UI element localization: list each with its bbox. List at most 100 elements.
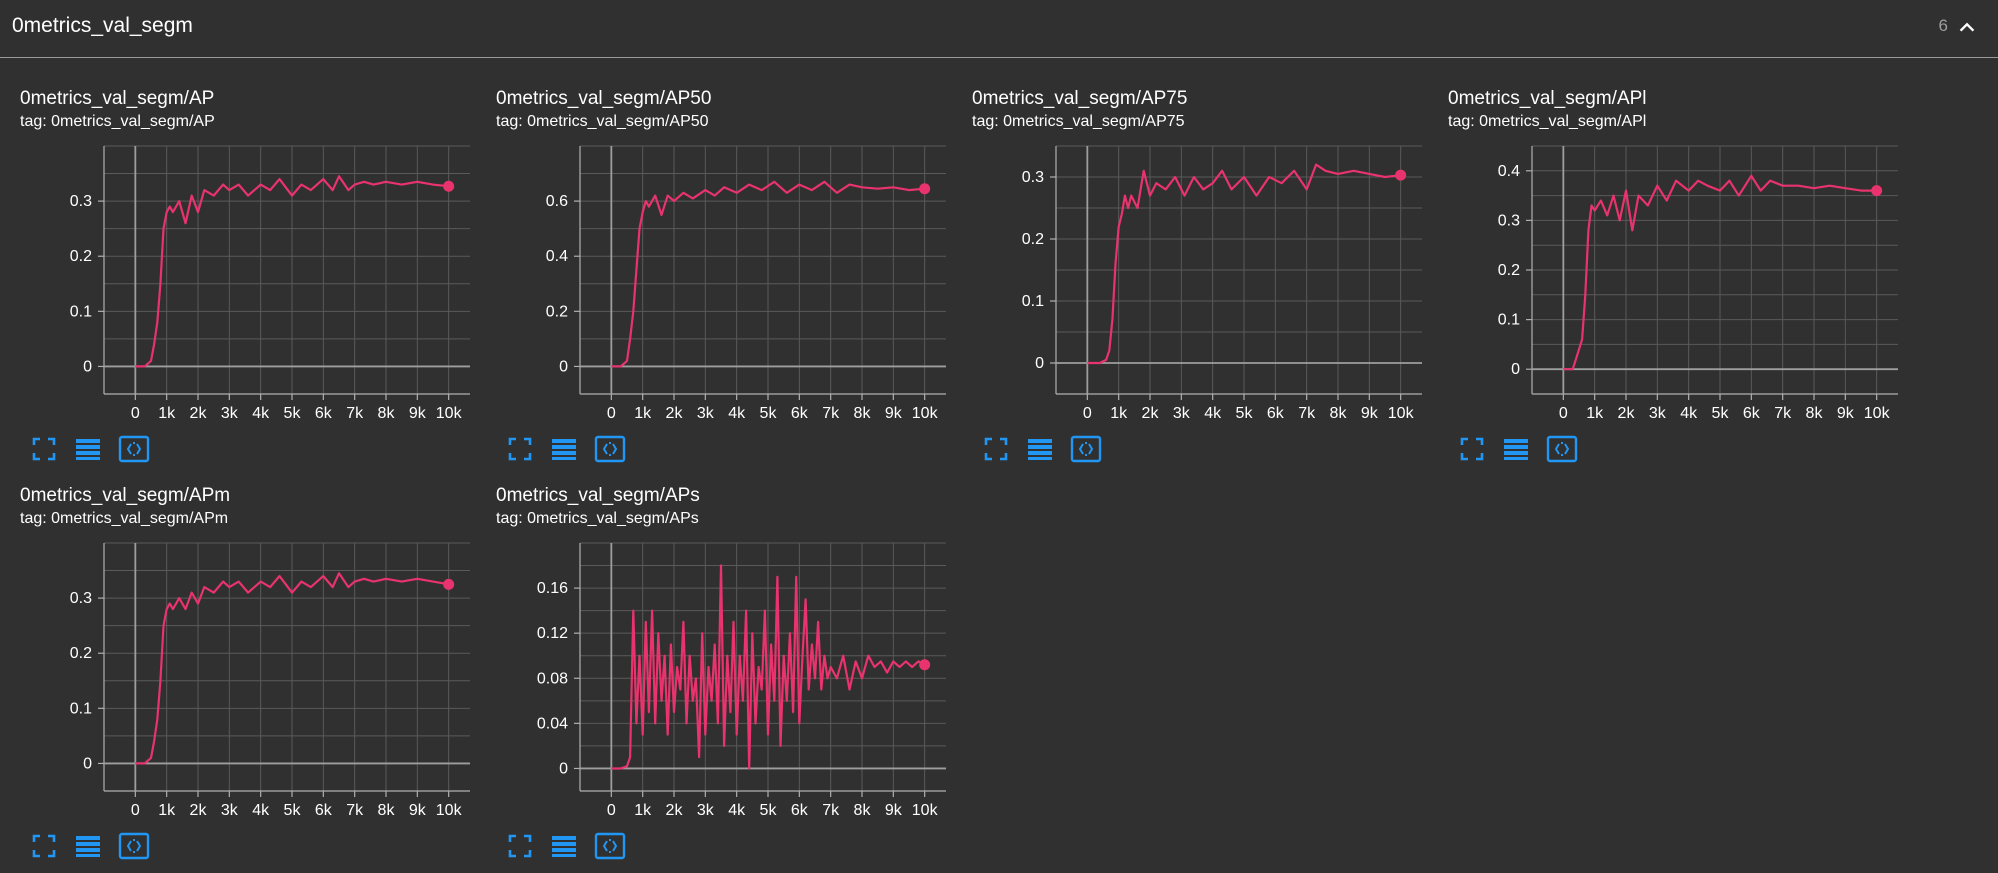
card-title: 0metrics_val_segm/APm [20,485,231,506]
fullscreen-icon[interactable] [30,832,58,860]
line-chart[interactable]: 0 0.1 0.2 0.3 0 1k 2k 3k 4k 5k 6k 7k 8k 9k 10k [952,140,1422,430]
series-line[interactable] [1563,174,1877,371]
last-point-marker[interactable] [919,183,931,195]
last-point-marker[interactable] [1395,169,1407,181]
x-tick-label: 10k [1864,405,1891,422]
line-chart[interactable]: 0 0.1 0.2 0.3 0.4 0 1k 2k 3k 4k 5k 6k 7k 8k 9k 10k [1428,140,1898,430]
x-tick-label: 8k [1330,405,1348,422]
y-tick-label: 0.2 [1022,231,1044,248]
fullscreen-icon[interactable] [506,832,534,860]
y-tick-label: 0.1 [70,700,92,717]
line-chart[interactable]: 0 0.1 0.2 0.3 0 1k 2k 3k 4k 5k 6k 7k 8k 9k 10k [0,140,470,430]
x-tick-label: 6k [791,405,809,422]
series-line[interactable] [135,572,449,765]
y-tick-label: 0.3 [70,193,92,210]
x-tick-label: 1k [634,405,652,422]
y-tick-label: 0.1 [1498,312,1520,329]
data-table-icon[interactable] [1026,435,1054,463]
x-tick-label: 3k [221,802,239,819]
chart-count-badge: 6 [1938,16,1948,35]
last-point-marker[interactable] [919,659,931,671]
x-tick-label: 1k [1110,405,1128,422]
x-tick-label: 7k [1298,405,1316,422]
card-tag: tag: 0metrics_val_segm/APs [496,510,699,527]
y-tick-label: 0.3 [1498,212,1520,229]
x-tick-label: 3k [697,802,715,819]
y-tick-label: 0.2 [1498,262,1520,279]
chevron-up-icon[interactable] [1956,16,1978,38]
x-tick-label: 0 [131,802,140,819]
last-point-marker[interactable] [443,578,455,590]
fullscreen-icon[interactable] [982,435,1010,463]
y-tick-label: 0.16 [537,580,568,597]
fullscreen-icon[interactable] [506,435,534,463]
x-tick-label: 5k [1236,405,1254,422]
x-tick-label: 6k [315,405,333,422]
data-table-icon[interactable] [1502,435,1530,463]
line-chart[interactable]: 0 0.04 0.08 0.12 0.16 0 1k 2k 3k 4k 5k 6k 7k 8k 9k 10k [476,537,946,827]
last-point-marker[interactable] [1871,185,1883,197]
fit-domain-icon[interactable] [1546,435,1578,463]
series-line[interactable] [611,180,925,368]
fit-domain-icon[interactable] [594,435,626,463]
chart-card-aps: 0metrics_val_segm/APs tag: 0metrics_val_s… [476,397,946,860]
x-tick-label: 6k [315,802,333,819]
card-tag: tag: 0metrics_val_segm/AP50 [496,113,709,130]
series-line[interactable] [1087,163,1401,365]
x-tick-label: 2k [666,802,684,819]
y-tick-label: 0.12 [537,625,568,642]
x-tick-label: 5k [760,802,778,819]
data-table-icon[interactable] [74,435,102,463]
card-tag: tag: 0metrics_val_segm/AP [20,113,215,130]
fit-domain-icon[interactable] [118,832,150,860]
data-table-icon[interactable] [550,435,578,463]
card-title: 0metrics_val_segm/AP50 [496,88,712,109]
fit-domain-icon[interactable] [118,435,150,463]
y-tick-label: 0.3 [1022,169,1044,186]
fullscreen-icon[interactable] [30,435,58,463]
x-tick-label: 10k [436,802,463,819]
x-tick-label: 1k [158,405,176,422]
x-tick-label: 4k [728,802,746,819]
fullscreen-icon[interactable] [1458,435,1486,463]
x-tick-label: 2k [190,802,208,819]
x-tick-label: 2k [1142,405,1160,422]
y-tick-label: 0.1 [1022,293,1044,310]
x-tick-label: 9k [409,405,427,422]
x-tick-label: 8k [378,405,396,422]
y-tick-label: 0.2 [70,645,92,662]
line-chart[interactable]: 0 0.2 0.4 0.6 0 1k 2k 3k 4k 5k 6k 7k 8k 9k 10k [476,140,946,430]
y-tick-label: 0.1 [70,303,92,320]
x-tick-label: 8k [854,405,872,422]
y-tick-label: 0 [559,760,568,777]
x-tick-label: 8k [378,802,396,819]
x-tick-label: 4k [252,802,270,819]
x-tick-label: 1k [1586,405,1604,422]
y-tick-label: 0.6 [546,193,568,210]
card-title: 0metrics_val_segm/AP75 [972,88,1188,109]
x-tick-label: 10k [912,405,939,422]
x-tick-label: 8k [1806,405,1824,422]
fit-domain-icon[interactable] [594,832,626,860]
series-line[interactable] [135,175,449,368]
x-tick-label: 9k [885,802,903,819]
x-tick-label: 2k [190,405,208,422]
fit-domain-icon[interactable] [1070,435,1102,463]
last-point-marker[interactable] [443,180,455,192]
x-tick-label: 10k [436,405,463,422]
x-tick-label: 4k [1680,405,1698,422]
x-tick-label: 1k [634,802,652,819]
data-table-icon[interactable] [74,832,102,860]
series-line[interactable] [611,564,926,770]
x-tick-label: 3k [221,405,239,422]
x-tick-label: 3k [1173,405,1191,422]
section-header: 0metrics_val_segm 6 [0,0,1998,58]
data-table-icon[interactable] [550,832,578,860]
line-chart[interactable]: 0 0.1 0.2 0.3 0 1k 2k 3k 4k 5k 6k 7k 8k 9k 10k [0,537,470,827]
y-tick-label: 0 [83,358,92,375]
card-title: 0metrics_val_segm/APs [496,485,700,506]
x-tick-label: 5k [760,405,778,422]
chart-card-ap: 0metrics_val_segm/AP tag: 0metrics_val_se… [0,0,470,463]
x-tick-label: 6k [1743,405,1761,422]
x-tick-label: 9k [409,802,427,819]
